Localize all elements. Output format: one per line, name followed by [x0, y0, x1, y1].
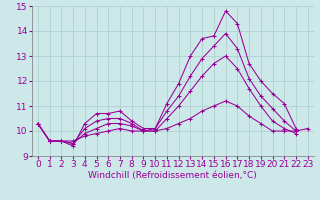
X-axis label: Windchill (Refroidissement éolien,°C): Windchill (Refroidissement éolien,°C): [88, 171, 257, 180]
